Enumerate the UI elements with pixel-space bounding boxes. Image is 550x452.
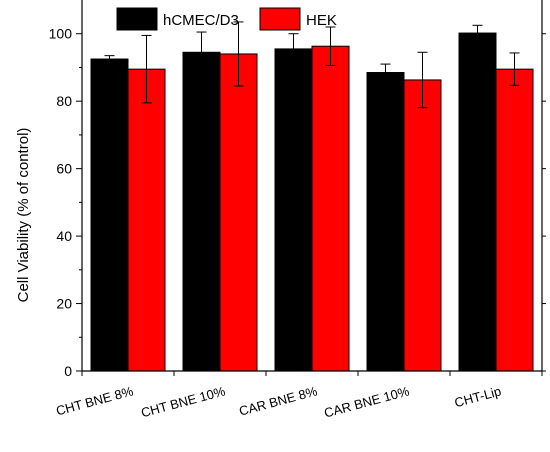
x-tick-label: CHT BNE 10% [139, 383, 227, 420]
bar-hcmec-2 [274, 48, 313, 372]
legend: hCMEC/D3 HEK [116, 7, 337, 31]
legend-label-hek: HEK [306, 12, 337, 29]
x-tick-label: CAR BNE 10% [322, 383, 411, 420]
y-tick-label: 0 [64, 363, 72, 379]
legend-swatch-hek [259, 7, 301, 31]
x-tick-label: CAR BNE 8% [237, 383, 319, 418]
y-tick-label: 80 [56, 93, 72, 109]
bar-hek-1 [219, 53, 258, 372]
bar-hcmec-1 [182, 51, 221, 372]
y-tick-label: 100 [49, 26, 73, 42]
bar-hek-2 [311, 45, 350, 372]
bar-hek-0 [127, 68, 166, 372]
x-tick-label: CHT-Lip [453, 383, 503, 410]
bar-hek-3 [403, 79, 442, 372]
y-tick-label: 60 [56, 161, 72, 177]
y-tick-label: 40 [56, 228, 72, 244]
error-bars [104, 21, 520, 109]
bars [90, 32, 534, 372]
y-axis-title: Cell Viability (% of control) [15, 128, 32, 303]
bar-hcmec-3 [366, 72, 405, 372]
x-tick-label: CHT BNE 8% [54, 383, 135, 418]
y-tick-label: 20 [56, 296, 72, 312]
bar-hcmec-0 [90, 58, 129, 372]
legend-swatch-hcmec [116, 7, 158, 31]
bar-hcmec-4 [458, 32, 497, 372]
bar-hek-4 [495, 68, 534, 372]
legend-label-hcmec: hCMEC/D3 [163, 12, 239, 29]
